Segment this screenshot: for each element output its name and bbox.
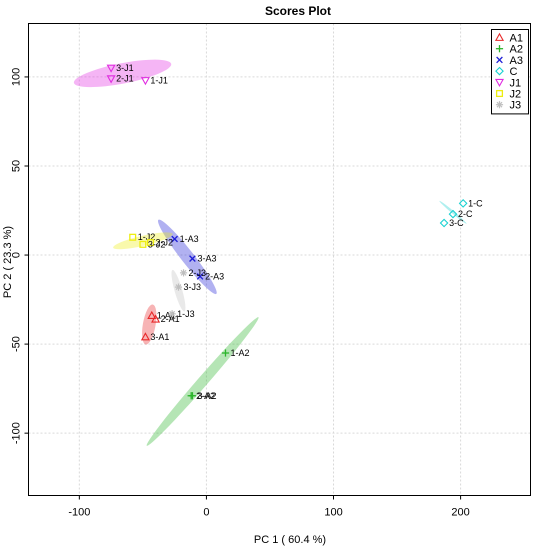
ellipse-A2 [146, 317, 259, 446]
marker-plus [221, 349, 230, 357]
point-label: 1-J2 [138, 232, 156, 242]
marker-square [129, 233, 137, 241]
marker-square [495, 89, 504, 98]
grid-lines [28, 23, 531, 496]
marker-triangle-down [106, 64, 116, 73]
y-tick-label: -100 [11, 422, 23, 444]
point-label: 3-A1 [150, 332, 169, 342]
point-label: 2-J1 [116, 74, 134, 84]
x-tick-label: -100 [68, 507, 90, 519]
marker-triangle-down [106, 75, 116, 84]
ellipse-C [439, 200, 467, 224]
marker-triangle [494, 32, 505, 41]
point-label: 3-J3 [183, 282, 201, 292]
marker-star [495, 101, 504, 109]
legend-box [491, 29, 529, 115]
point-label: 1-A3 [180, 234, 199, 244]
point-label: 2-A2 [196, 391, 215, 401]
y-tick-label: 0 [11, 252, 23, 258]
x-tick-label: 0 [203, 507, 209, 519]
ellipse-J1 [73, 59, 172, 88]
point-label: 1-J3 [177, 309, 195, 319]
ellipse-A3 [157, 219, 217, 295]
marker-diamond [458, 199, 468, 208]
marker-x [196, 273, 204, 280]
chart-title: Scores Plot [265, 4, 331, 18]
x-tick-label: 200 [451, 507, 469, 519]
point-label: 2-A3 [205, 271, 224, 281]
plot-frame [28, 23, 531, 496]
point-label: 3-A2 [197, 391, 216, 401]
y-tick-label: -50 [11, 336, 23, 352]
marker-triangle-down [140, 77, 150, 86]
marker-triangle [151, 314, 161, 323]
marker-diamond [495, 66, 504, 76]
point-label: 3-J2 [148, 239, 166, 249]
point-label: 1-J1 [150, 75, 168, 85]
x-tick-label: 100 [324, 507, 342, 519]
marker-star [168, 310, 176, 318]
point-label: 1-A2 [230, 348, 249, 358]
marker-x [496, 56, 503, 64]
y-tick-label: 100 [11, 68, 23, 86]
point-label: 3-C [449, 218, 464, 228]
marker-triangle [147, 310, 157, 320]
legend-entry-J3: J3 [510, 100, 522, 112]
legend-entry-J2: J2 [510, 89, 522, 101]
point-label: 3-A3 [197, 254, 216, 264]
point-label: 2-J3 [189, 268, 207, 278]
marker-square [139, 240, 147, 248]
y-axis-title: PC 2 ( 23.3 %) [2, 226, 14, 298]
marker-x [189, 255, 196, 262]
marker-diamond [439, 218, 449, 228]
legend-entry-C: C [510, 66, 518, 78]
legend-entry-A1: A1 [510, 33, 523, 45]
point-label: 1-A1 [157, 311, 176, 321]
marker-x [171, 235, 178, 243]
legend-entry-J1: J1 [510, 77, 522, 89]
y-tick-label: 50 [11, 160, 23, 172]
marker-square [146, 239, 155, 247]
point-label: 1-C [468, 198, 483, 208]
marker-star [179, 269, 188, 277]
point-label: 2-C [458, 209, 473, 219]
marker-plus [495, 45, 504, 53]
marker-diamond [448, 209, 458, 219]
marker-triangle-down [494, 78, 505, 88]
marker-star [174, 283, 183, 291]
confidence-ellipses [73, 59, 467, 446]
point-label: 2-A1 [161, 314, 180, 324]
point-label: 2-J2 [156, 238, 174, 248]
marker-plus [188, 392, 197, 400]
x-axis-title: PC 1 ( 60.4 %) [254, 534, 326, 546]
legend-entry-A3: A3 [510, 55, 523, 67]
ellipse-J2 [113, 232, 173, 250]
marker-triangle [140, 332, 150, 341]
point-label: 3-J1 [116, 63, 134, 73]
data-points: 1-A12-A13-A11-A22-A23-A21-A32-A33-A31-C2… [106, 63, 483, 401]
axes: -100 0 100 200 -100 -50 0 50 100 [11, 68, 470, 519]
legend-entry-A2: A2 [510, 44, 523, 56]
